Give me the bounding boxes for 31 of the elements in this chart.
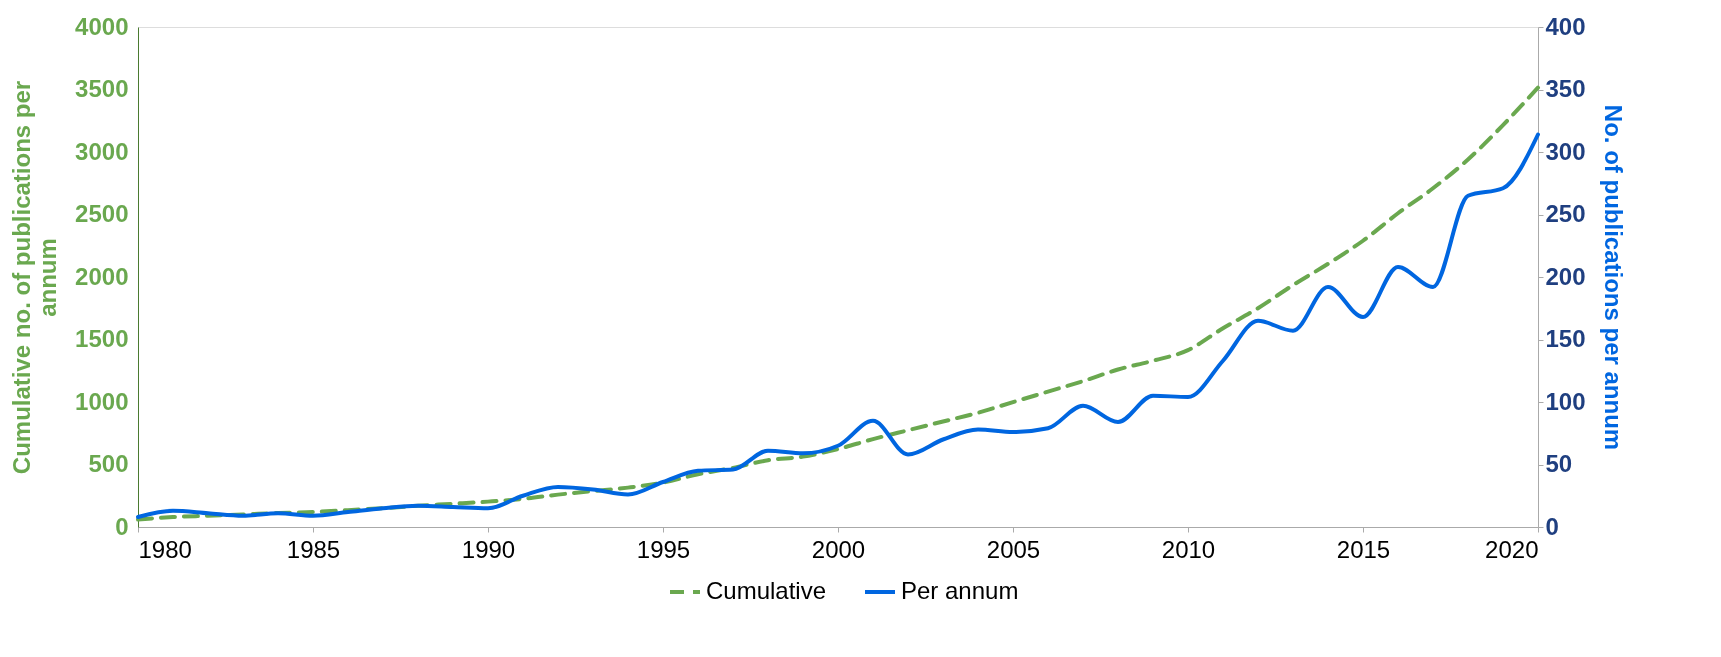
y-tick-label: 0 — [115, 512, 129, 540]
y2-tick-label: 300 — [1545, 137, 1586, 165]
x-tick-label: 2010 — [1161, 535, 1216, 563]
y-tick-label: 500 — [88, 450, 129, 477]
x-tick-label: 1990 — [461, 535, 516, 563]
x-tick-label: 1980 — [138, 535, 192, 563]
x-tick-label: 2000 — [811, 535, 866, 563]
y-axis-title: Cumulative no. of publications per annum — [8, 80, 62, 475]
y2-tick-label: 250 — [1545, 200, 1586, 227]
legend-label: Per annum — [901, 577, 1019, 604]
y2-tick-label: 0 — [1545, 512, 1559, 540]
y-tick-label: 3500 — [75, 75, 129, 102]
y2-tick-label: 50 — [1545, 450, 1573, 477]
y-tick-label: 3000 — [75, 137, 129, 165]
y2-axis-title: No. of publications per annum — [1599, 104, 1627, 451]
legend-label: Cumulative — [706, 577, 827, 604]
x-tick-label: 2020 — [1485, 535, 1539, 563]
y-tick-label: 2000 — [75, 262, 129, 290]
x-tick-label: 2015 — [1336, 535, 1391, 563]
y-tick-label: 2500 — [75, 200, 129, 227]
x-tick-label: 2005 — [986, 535, 1041, 563]
x-tick-label: 1995 — [636, 535, 691, 563]
y2-tick-label: 350 — [1545, 75, 1586, 102]
y-tick-label: 1000 — [75, 387, 129, 415]
y2-tick-label: 400 — [1545, 12, 1586, 40]
y-tick-label: 1500 — [75, 325, 129, 352]
y2-tick-label: 200 — [1545, 262, 1586, 290]
y2-tick-label: 100 — [1545, 387, 1586, 415]
y-tick-label: 4000 — [75, 12, 129, 40]
y2-tick-label: 150 — [1545, 325, 1586, 352]
x-tick-label: 1985 — [286, 535, 341, 563]
